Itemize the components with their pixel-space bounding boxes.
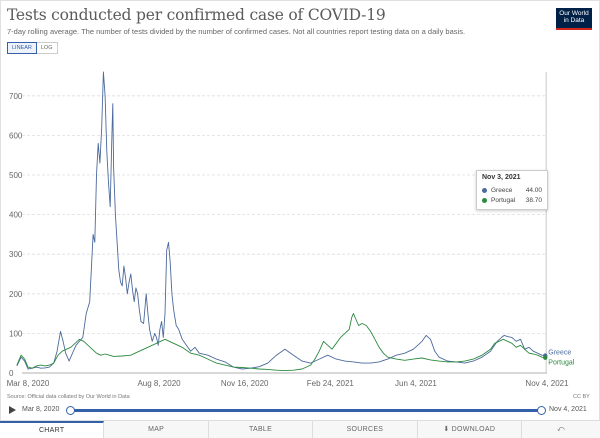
timeline-end-label: Nov 4, 2021	[549, 406, 587, 413]
x-tick-label-3: Feb 24, 2021	[307, 379, 355, 388]
tooltip-name-portugal: Portugal	[491, 197, 516, 204]
greece-legend-dot	[482, 188, 487, 193]
linear-scale-button[interactable]: LINEAR	[7, 42, 37, 54]
timeline-start-label: Mar 8, 2020	[22, 406, 60, 413]
timeline-slider: Mar 8, 2020 Nov 4, 2021	[0, 403, 600, 419]
x-tick-label-2: Nov 16, 2020	[221, 379, 269, 388]
tooltip-row-greece: Greece 44.00	[482, 187, 542, 194]
series-line-portugal	[16, 313, 546, 372]
y-tick-label-300: 300	[9, 250, 23, 259]
y-tick-label-200: 200	[9, 290, 23, 299]
tooltip-row-portugal: Portugal 38.70	[482, 197, 542, 204]
chart-title: Tests conducted per confirmed case of CO…	[7, 6, 386, 24]
timeline-start-handle[interactable]	[66, 406, 75, 415]
source-note[interactable]: Source: Official data collated by Our Wo…	[7, 394, 130, 400]
tab-bar: CHART MAP TABLE SOURCES ⬇ DOWNLOAD ⤺	[0, 420, 600, 438]
tab-map[interactable]: MAP	[104, 421, 209, 438]
tab-download[interactable]: ⬇ DOWNLOAD	[418, 421, 523, 438]
x-tick-label-4: Jun 4, 2021	[395, 379, 437, 388]
logo-line-2: in Data	[563, 17, 585, 24]
tooltip-date: Nov 3, 2021	[482, 174, 521, 181]
license-link[interactable]: CC BY	[573, 394, 590, 400]
tab-download-label: DOWNLOAD	[451, 426, 496, 433]
x-tick-label-0: Mar 8, 2020	[7, 379, 50, 388]
tab-table[interactable]: TABLE	[209, 421, 314, 438]
log-scale-button[interactable]: LOG	[36, 42, 58, 54]
y-tick-label-100: 100	[9, 329, 23, 338]
y-tick-label-0: 0	[9, 369, 14, 378]
tab-sources[interactable]: SOURCES	[313, 421, 418, 438]
series-endpoint-portugal	[543, 355, 548, 360]
y-tick-label-600: 600	[9, 131, 23, 140]
logo-line-1: Our World	[559, 10, 589, 17]
end-label-portugal: Portugal	[548, 360, 575, 367]
x-tick-label-1: Aug 8, 2020	[137, 379, 181, 388]
download-icon: ⬇	[443, 426, 450, 433]
tooltip-value-greece: 44.00	[525, 187, 542, 194]
tab-share[interactable]: ⤺	[522, 421, 600, 438]
timeline-track[interactable]	[70, 409, 542, 412]
x-tick-label-5: Nov 4, 2021	[525, 379, 569, 388]
series-line-greece	[16, 71, 546, 370]
hover-tooltip: Nov 3, 2021 Greece 44.00 Portugal 38.70	[476, 170, 548, 210]
portugal-legend-dot	[482, 198, 487, 203]
y-tick-label-500: 500	[9, 171, 23, 180]
y-tick-label-400: 400	[9, 211, 23, 220]
owid-logo[interactable]: Our World in Data	[556, 8, 592, 30]
tab-chart[interactable]: CHART	[0, 421, 105, 438]
share-icon: ⤺	[557, 426, 565, 433]
tooltip-value-portugal: 38.70	[525, 197, 542, 204]
y-tick-label-700: 700	[9, 92, 23, 101]
chart-subtitle: 7-day rolling average. The number of tes…	[7, 27, 466, 36]
end-label-greece: Greece	[548, 350, 571, 357]
timeline-end-handle[interactable]	[537, 406, 546, 415]
scale-toggle: LINEAR LOG	[7, 42, 58, 54]
tooltip-name-greece: Greece	[491, 187, 513, 194]
play-icon[interactable]	[9, 406, 16, 414]
